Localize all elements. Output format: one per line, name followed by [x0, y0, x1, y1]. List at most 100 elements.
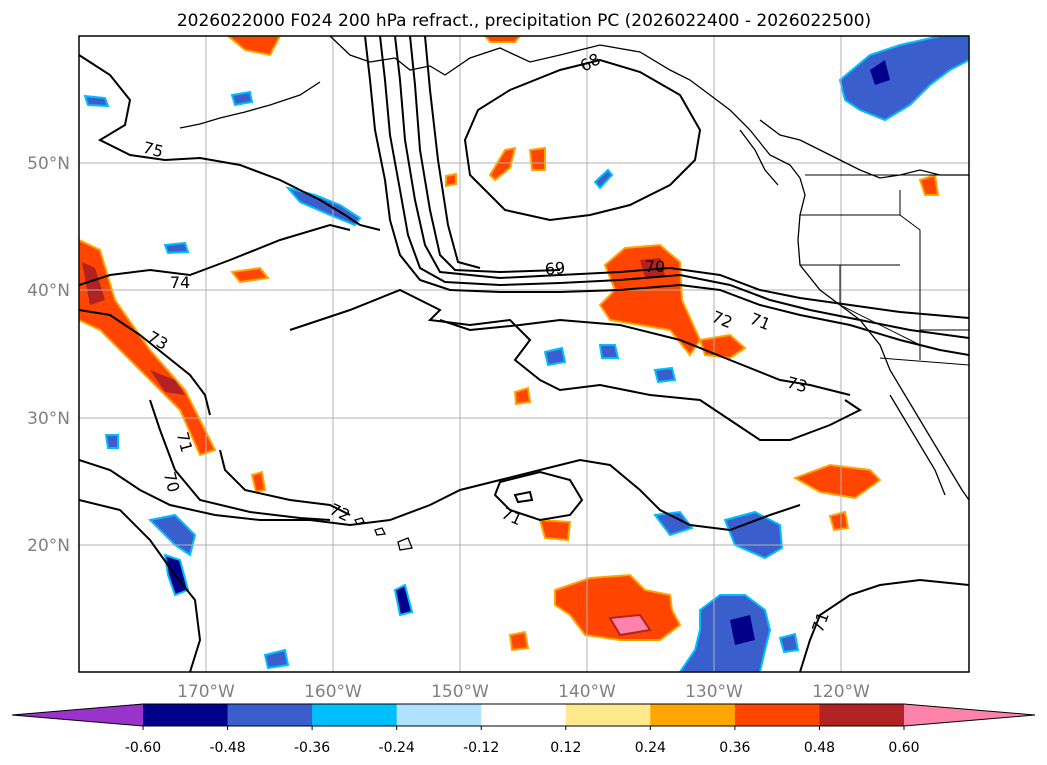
- cool-blob-49n-138w: [593, 168, 614, 190]
- map-area: [79, 36, 969, 672]
- contour-label-71-west: 71: [173, 430, 197, 455]
- cool-blob-47n-160w: [285, 186, 362, 227]
- cool-blob-36n-135w: [598, 344, 620, 359]
- political-borders: [800, 174, 969, 366]
- border-nv: [839, 265, 921, 346]
- contour-71-se: [799, 578, 969, 672]
- coastline-baja: [889, 394, 946, 496]
- lon-tick-150w: 150°W: [431, 682, 489, 702]
- border-id: [899, 214, 969, 331]
- colorbar-segment: [396, 704, 482, 726]
- warm-blob-south-140w: [554, 573, 682, 641]
- contour-band-4: [409, 36, 561, 274]
- cool-blob-54n-165w: [230, 90, 254, 107]
- lon-tick-130w: 130°W: [685, 682, 743, 702]
- coastline-hawaii-1: [354, 517, 365, 525]
- warm-blob-top-center: [483, 36, 522, 43]
- colorbar-segment: [734, 704, 820, 726]
- colorbar-segment: [565, 704, 651, 726]
- coastline-aleutians: [179, 81, 321, 129]
- colorbar-tick-label: 0.60: [888, 740, 919, 756]
- lon-tick-120w: 120°W: [812, 682, 870, 702]
- colorbar-segment: [819, 704, 905, 726]
- cool-blob-28n-172w: [104, 434, 119, 449]
- contour-label-75: 75: [141, 138, 166, 162]
- contour-band-2: [379, 36, 969, 339]
- colorbar-segment: [650, 704, 736, 726]
- cool-blob-42n-167w: [163, 241, 190, 255]
- lat-tick-20n: 20°N: [27, 536, 70, 556]
- map-frame: [78, 35, 970, 673]
- cool-blob-33n-133w: [653, 366, 677, 384]
- colorbar-segment: [227, 704, 313, 726]
- figure-title: 2026022000 F024 200 hPa refract., precip…: [177, 11, 871, 31]
- colorbar-tick-label: 0.36: [719, 740, 750, 756]
- coastline-bc-islands: [739, 129, 779, 186]
- latitude-tick-labels: 50°N 40°N 30°N 20°N: [27, 154, 70, 556]
- border-mx-us: [879, 357, 969, 366]
- contour-73: [79, 309, 211, 416]
- contour-72-west-inner: [219, 449, 351, 516]
- cool-blob-20n-135w: [653, 510, 694, 537]
- warm-blob-50n-142w: [528, 146, 546, 171]
- contour-75-nw: [79, 54, 381, 231]
- lon-tick-140w: 140°W: [558, 682, 616, 702]
- warm-blob-47n-150w: [445, 172, 457, 188]
- cool-blob-36n-140w: [543, 346, 567, 367]
- contour-label-70-east: 70: [645, 257, 665, 276]
- contour-label-69: 69: [544, 258, 566, 279]
- colorbar-tick-label: -0.36: [294, 740, 330, 756]
- negative-precip-areas: [83, 36, 969, 672]
- refractivity-contours: [79, 36, 969, 672]
- contour-72-pacific: [289, 288, 862, 441]
- coastline-hawaii-2: [374, 527, 386, 536]
- contour-74: [79, 223, 351, 286]
- colorbar-tick-label: -0.48: [209, 740, 245, 756]
- coastline-bc-inner: [759, 119, 969, 179]
- contour-71-loop: [493, 470, 584, 522]
- contour-band-5: [424, 36, 481, 269]
- warm-blob-nw-top: [226, 36, 282, 57]
- lon-tick-170w: 170°W: [177, 682, 235, 702]
- warm-blob-21n-130w: [828, 510, 850, 532]
- contour-70-west: [79, 499, 202, 672]
- warm-blob-48n-145w: [488, 146, 517, 182]
- contour-label-74: 74: [170, 273, 190, 292]
- cool-blob-11n-125w: [778, 632, 800, 654]
- warm-blob-west-inner: [82, 262, 105, 305]
- warm-blob-35n-145w: [513, 386, 532, 406]
- lat-tick-50n: 50°N: [27, 154, 70, 174]
- colorbar: -0.60 -0.48 -0.36 -0.24 -0.12 0.12 0.24 0.36 0.4…: [11, 703, 1036, 756]
- warm-blob-west-inner-2: [150, 370, 185, 395]
- warm-blob-24n-170w: [250, 470, 267, 494]
- colorbar-tick-label: -0.60: [125, 740, 161, 756]
- lat-tick-30n: 30°N: [27, 409, 70, 429]
- colorbar-tick-label: 0.48: [804, 740, 835, 756]
- warm-blob-13n-143w: [508, 630, 530, 652]
- colorbar-extend-min: [12, 704, 143, 726]
- contour-73-east: [439, 318, 851, 396]
- cool-blob-55n-172w: [83, 94, 110, 108]
- coastline-alaska: [329, 36, 801, 179]
- cool-blob-15n-155w: [393, 583, 414, 617]
- coastline-us-west: [797, 177, 969, 501]
- warm-blob-25n-125w: [792, 463, 882, 500]
- contour-71-south: [79, 458, 801, 532]
- colorbar-segment: [312, 704, 398, 726]
- warm-blob-40n-inner: [640, 258, 665, 278]
- contour-band-1: [364, 36, 969, 356]
- colorbar-tick-label: -0.24: [379, 740, 415, 756]
- coastlines: [179, 36, 969, 551]
- warm-blob-42n-165w: [230, 266, 270, 284]
- colorbar-segment: [481, 704, 567, 726]
- warm-blob-45n-kbc: [918, 173, 940, 196]
- warm-blob-22n-140w: [538, 518, 572, 542]
- warm-blob-west-coast-40n: [79, 238, 217, 457]
- colorbar-tick-label: 0.24: [635, 740, 666, 756]
- cool-blob-12n-143w: [263, 648, 290, 670]
- contour-band-3: [394, 36, 969, 319]
- warm-blob-south-inner: [608, 613, 652, 637]
- colorbar-tick-label: -0.12: [463, 740, 499, 756]
- colorbar-segment: [143, 704, 229, 726]
